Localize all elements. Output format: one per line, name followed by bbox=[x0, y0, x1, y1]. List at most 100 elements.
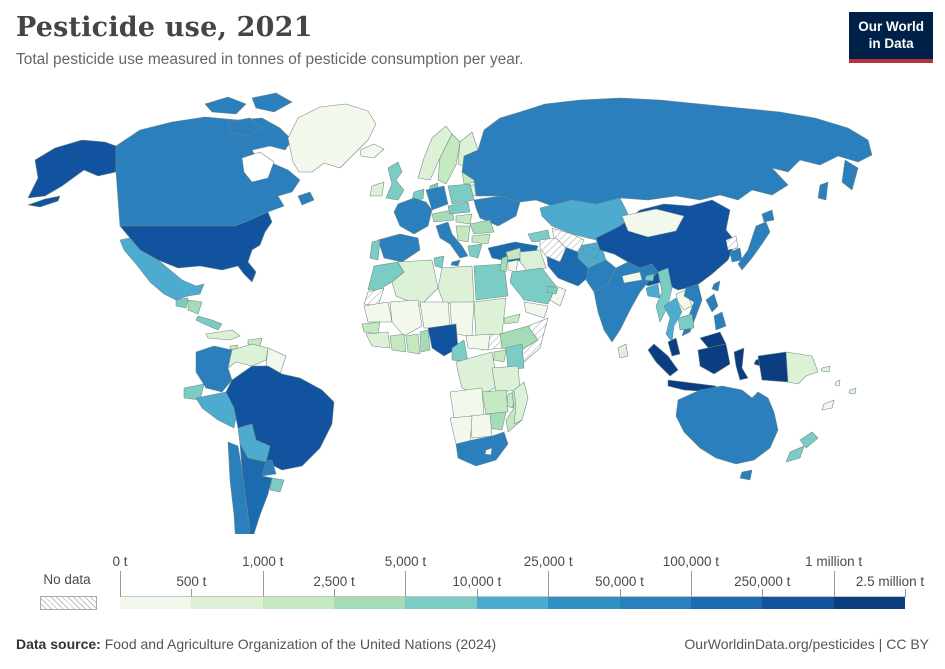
legend-segment[interactable] bbox=[619, 597, 691, 609]
country-niger[interactable] bbox=[419, 301, 451, 329]
country-bulgaria[interactable] bbox=[471, 233, 491, 245]
country-canada-newfoundland[interactable] bbox=[297, 191, 315, 206]
country-angola[interactable] bbox=[449, 387, 485, 419]
country-romania[interactable] bbox=[469, 219, 495, 235]
country-mongolia[interactable] bbox=[621, 208, 685, 238]
country-mexico[interactable] bbox=[119, 237, 205, 301]
country-sudan[interactable] bbox=[473, 297, 507, 337]
legend-segment[interactable] bbox=[405, 597, 477, 609]
country-yemen[interactable] bbox=[523, 301, 549, 319]
country-mali[interactable] bbox=[389, 299, 423, 337]
country-laos[interactable] bbox=[675, 289, 693, 311]
country-poland[interactable] bbox=[447, 183, 475, 205]
country-kenya[interactable] bbox=[505, 343, 525, 371]
country-south-africa[interactable] bbox=[455, 431, 509, 467]
country-philippines-mindanao[interactable] bbox=[713, 311, 727, 331]
country-indonesia-sumatra[interactable] bbox=[647, 343, 679, 377]
country-canada[interactable] bbox=[115, 116, 301, 227]
country-north-korea[interactable] bbox=[725, 235, 739, 251]
country-new-zealand-south[interactable] bbox=[785, 445, 805, 463]
country-sweden[interactable] bbox=[437, 133, 461, 185]
country-portugal[interactable] bbox=[369, 239, 381, 261]
legend-segment[interactable] bbox=[548, 597, 620, 609]
country-uae[interactable] bbox=[546, 285, 559, 295]
legend-color-segments[interactable] bbox=[120, 597, 905, 609]
country-libya[interactable] bbox=[437, 265, 475, 305]
country-philippines-luzon[interactable] bbox=[705, 293, 719, 313]
country-hungary[interactable] bbox=[455, 213, 473, 225]
country-taiwan[interactable] bbox=[711, 280, 721, 292]
country-new-caledonia[interactable] bbox=[821, 399, 835, 411]
country-botswana[interactable] bbox=[469, 413, 493, 439]
country-new-zealand-north[interactable] bbox=[799, 431, 819, 449]
country-indonesia-kalimantan[interactable] bbox=[697, 343, 731, 375]
country-myanmar[interactable] bbox=[655, 267, 673, 323]
country-senegal[interactable] bbox=[361, 321, 381, 335]
country-canada-arctic2[interactable] bbox=[251, 92, 293, 113]
country-japan[interactable] bbox=[737, 221, 771, 271]
country-italy[interactable] bbox=[435, 221, 469, 259]
country-czechia[interactable] bbox=[447, 201, 471, 215]
country-ukraine[interactable] bbox=[473, 195, 521, 227]
country-australia[interactable] bbox=[675, 385, 779, 465]
country-mauritania[interactable] bbox=[363, 301, 393, 323]
legend-segment[interactable] bbox=[334, 597, 406, 609]
country-uganda[interactable] bbox=[493, 349, 507, 363]
country-ireland[interactable] bbox=[369, 181, 385, 197]
country-iceland[interactable] bbox=[359, 143, 385, 159]
country-indonesia-sulawesi[interactable] bbox=[733, 347, 749, 381]
country-honduras[interactable] bbox=[187, 299, 203, 315]
country-russia-kamchatka[interactable] bbox=[841, 159, 859, 191]
country-malaysia-peninsula[interactable] bbox=[667, 337, 681, 357]
country-greenland[interactable] bbox=[287, 103, 377, 173]
country-benelux[interactable] bbox=[411, 188, 425, 201]
country-tunisia[interactable] bbox=[433, 255, 445, 269]
country-usa-aleutians[interactable] bbox=[27, 195, 61, 208]
country-turkmenistan[interactable] bbox=[539, 237, 567, 263]
country-guinea[interactable] bbox=[365, 331, 391, 349]
country-solomon-islands[interactable] bbox=[820, 365, 831, 373]
country-indonesia-papua[interactable] bbox=[757, 351, 789, 383]
country-eritrea[interactable] bbox=[503, 313, 521, 325]
legend-segment[interactable] bbox=[262, 597, 335, 609]
country-cambodia[interactable] bbox=[677, 313, 695, 331]
country-balkans[interactable] bbox=[455, 225, 471, 243]
country-alpine[interactable] bbox=[431, 209, 455, 223]
country-madagascar[interactable] bbox=[513, 381, 529, 425]
legend-segment[interactable] bbox=[690, 597, 763, 609]
country-jordan[interactable] bbox=[507, 259, 519, 273]
country-fiji[interactable] bbox=[848, 387, 857, 395]
country-australia-tasmania[interactable] bbox=[739, 469, 753, 481]
legend-segment[interactable] bbox=[120, 597, 192, 609]
legend-segment[interactable] bbox=[833, 597, 905, 609]
country-egypt[interactable] bbox=[473, 263, 509, 301]
country-papua-new-guinea[interactable] bbox=[785, 351, 819, 385]
country-benin[interactable] bbox=[419, 329, 431, 353]
country-thailand[interactable] bbox=[663, 297, 683, 343]
country-uruguay[interactable] bbox=[269, 477, 285, 493]
country-france[interactable] bbox=[393, 197, 433, 235]
country-guatemala[interactable] bbox=[175, 297, 189, 309]
no-data-swatch[interactable] bbox=[40, 596, 97, 610]
country-somalia[interactable] bbox=[517, 317, 549, 363]
country-nigeria[interactable] bbox=[427, 323, 459, 357]
country-cuba[interactable] bbox=[205, 329, 241, 341]
country-tanzania[interactable] bbox=[491, 365, 521, 393]
country-canada-arctic3[interactable] bbox=[227, 117, 263, 137]
legend-segment[interactable] bbox=[762, 597, 834, 609]
country-ivory-coast[interactable] bbox=[389, 333, 407, 353]
credit-link[interactable]: OurWorldinData.org/pesticides | CC BY bbox=[684, 636, 929, 652]
country-sri-lanka[interactable] bbox=[617, 343, 629, 359]
country-canada-arctic1[interactable] bbox=[204, 96, 247, 115]
owid-logo[interactable]: Our World in Data bbox=[849, 12, 933, 63]
country-central-african-republic[interactable] bbox=[465, 333, 491, 351]
country-russia[interactable] bbox=[461, 97, 873, 207]
country-zambia[interactable] bbox=[481, 389, 509, 415]
country-italy-sicily[interactable] bbox=[450, 259, 461, 267]
country-russia-sakhalin[interactable] bbox=[817, 181, 829, 201]
legend-segment[interactable] bbox=[191, 597, 263, 609]
country-nepal[interactable] bbox=[621, 271, 643, 284]
country-argentina[interactable] bbox=[239, 443, 273, 534]
country-japan-hokkaido[interactable] bbox=[761, 209, 775, 223]
country-greece[interactable] bbox=[467, 243, 483, 259]
